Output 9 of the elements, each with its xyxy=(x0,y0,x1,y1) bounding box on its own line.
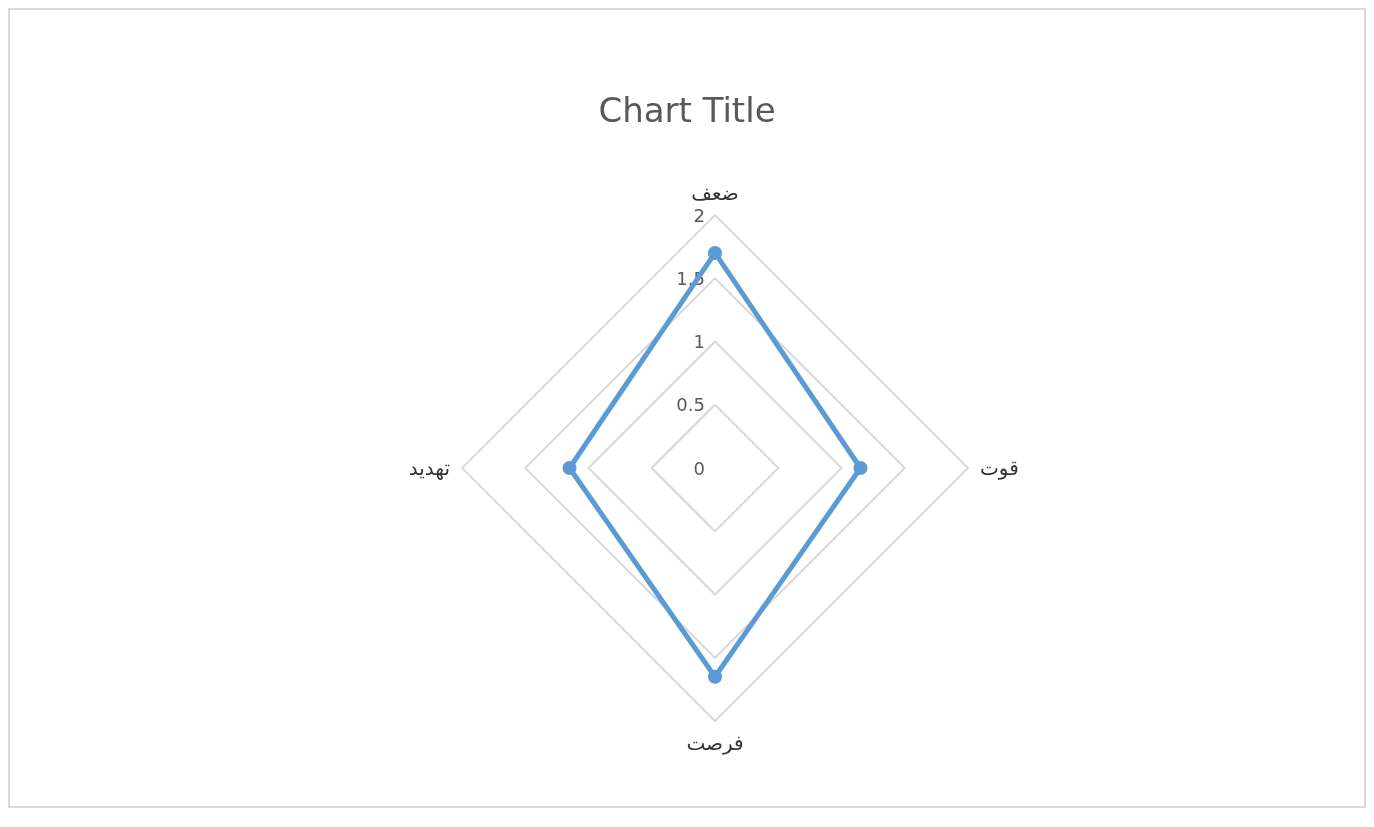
spoke-label: فرصت xyxy=(686,731,744,755)
chart-title: Chart Title xyxy=(598,90,776,130)
y-tick-label: 0.5 xyxy=(676,394,705,416)
y-tick-label: 0 xyxy=(693,457,705,479)
spoke-label: ضعف xyxy=(691,181,739,205)
spoke-label: قوت xyxy=(980,456,1019,480)
y-tick-label: 2 xyxy=(693,204,705,226)
y-tick-label: 1 xyxy=(693,331,705,352)
spoke-label: تهدید xyxy=(408,456,450,480)
